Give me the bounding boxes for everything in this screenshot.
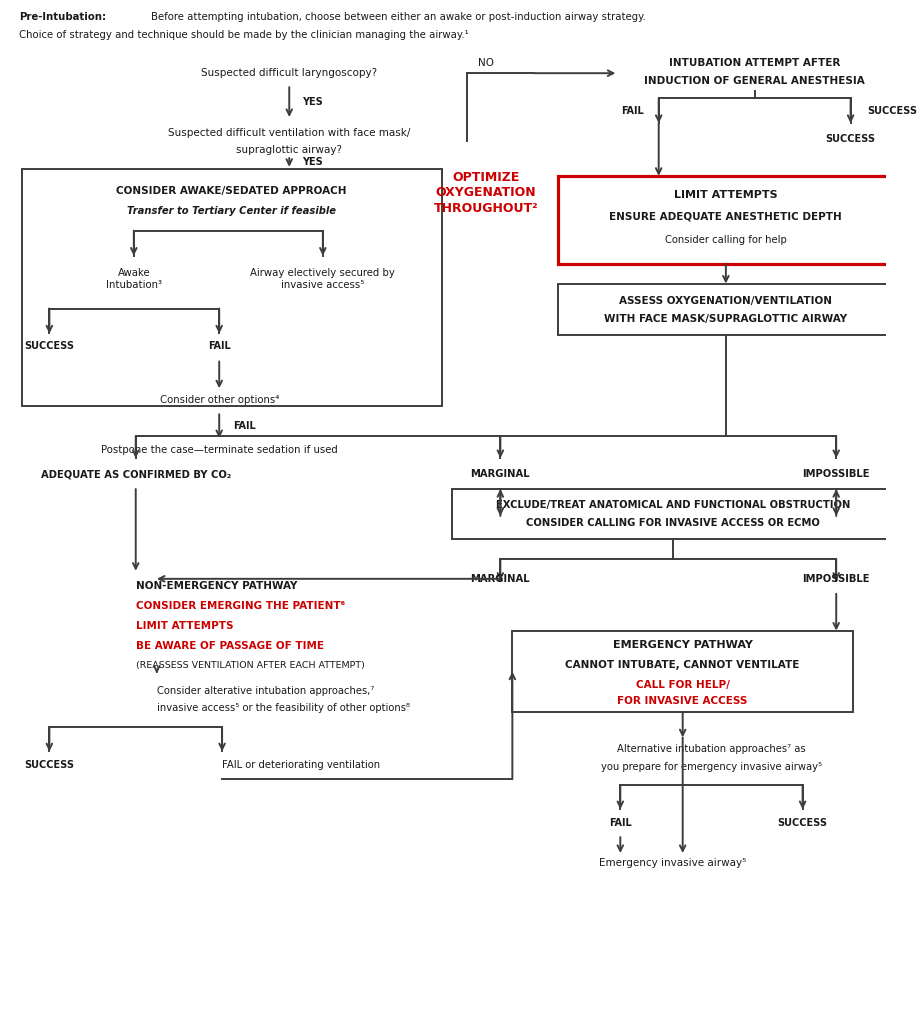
Text: SUCCESS: SUCCESS <box>24 760 75 770</box>
Text: NON-EMERGENCY PATHWAY: NON-EMERGENCY PATHWAY <box>136 581 297 591</box>
Bar <box>21 169 442 407</box>
Bar <box>558 284 893 336</box>
Text: ENSURE ADEQUATE ANESTHETIC DEPTH: ENSURE ADEQUATE ANESTHETIC DEPTH <box>609 212 842 222</box>
Text: Transfer to Tertiary Center if feasible: Transfer to Tertiary Center if feasible <box>127 206 337 216</box>
Text: YES: YES <box>301 157 323 167</box>
Text: FAIL or deteriorating ventilation: FAIL or deteriorating ventilation <box>222 760 380 770</box>
Text: Consider alterative intubation approaches,⁷: Consider alterative intubation approache… <box>157 685 374 695</box>
Text: ASSESS OXYGENATION/VENTILATION: ASSESS OXYGENATION/VENTILATION <box>620 296 833 305</box>
Text: Suspected difficult laryngoscopy?: Suspected difficult laryngoscopy? <box>201 69 377 78</box>
Text: INDUCTION OF GENERAL ANESTHESIA: INDUCTION OF GENERAL ANESTHESIA <box>644 76 865 86</box>
Text: Airway electively secured by
invasive access⁵: Airway electively secured by invasive ac… <box>251 267 396 290</box>
Text: LIMIT ATTEMPTS: LIMIT ATTEMPTS <box>136 621 233 631</box>
Text: IMPOSSIBLE: IMPOSSIBLE <box>802 469 870 479</box>
Text: OPTIMIZE
OXYGENATION
THROUGHOUT²: OPTIMIZE OXYGENATION THROUGHOUT² <box>433 171 538 215</box>
Text: MARGINAL: MARGINAL <box>470 573 530 584</box>
Text: Before attempting intubation, choose between either an awake or post-induction a: Before attempting intubation, choose bet… <box>151 12 646 23</box>
Text: IMPOSSIBLE: IMPOSSIBLE <box>802 573 870 584</box>
Text: Consider other options⁴: Consider other options⁴ <box>160 395 278 406</box>
Text: MARGINAL: MARGINAL <box>470 469 530 479</box>
Text: Postpone the case—terminate sedation if used: Postpone the case—terminate sedation if … <box>100 445 337 456</box>
Text: Awake
Intubation³: Awake Intubation³ <box>106 267 161 290</box>
Text: you prepare for emergency invasive airway⁵: you prepare for emergency invasive airwa… <box>601 762 822 772</box>
Text: FOR INVASIVE ACCESS: FOR INVASIVE ACCESS <box>618 696 748 707</box>
Text: YES: YES <box>301 97 323 108</box>
Text: FAIL: FAIL <box>621 106 644 116</box>
Text: NO: NO <box>478 58 494 69</box>
Text: supraglottic airway?: supraglottic airway? <box>236 145 342 155</box>
Text: WITH FACE MASK/SUPRAGLOTTIC AIRWAY: WITH FACE MASK/SUPRAGLOTTIC AIRWAY <box>604 313 847 324</box>
Text: SUCCESS: SUCCESS <box>867 106 916 116</box>
Text: FAIL: FAIL <box>609 818 632 828</box>
Text: LIMIT ATTEMPTS: LIMIT ATTEMPTS <box>674 189 777 200</box>
Bar <box>558 176 893 263</box>
Text: FAIL: FAIL <box>233 421 256 431</box>
Text: Choice of strategy and technique should be made by the clinician managing the ai: Choice of strategy and technique should … <box>18 31 468 40</box>
Text: EXCLUDE/TREAT ANATOMICAL AND FUNCTIONAL OBSTRUCTION: EXCLUDE/TREAT ANATOMICAL AND FUNCTIONAL … <box>496 500 850 510</box>
Text: SUCCESS: SUCCESS <box>825 134 876 144</box>
Text: SUCCESS: SUCCESS <box>777 818 828 828</box>
Text: CALL FOR HELP/: CALL FOR HELP/ <box>636 680 729 689</box>
Text: invasive access⁵ or the feasibility of other options⁸: invasive access⁵ or the feasibility of o… <box>157 703 410 714</box>
Text: FAIL: FAIL <box>207 341 230 351</box>
Text: ADEQUATE AS CONFIRMED BY CO₂: ADEQUATE AS CONFIRMED BY CO₂ <box>41 469 230 479</box>
Text: Alternative intubation approaches⁷ as: Alternative intubation approaches⁷ as <box>617 744 806 755</box>
Text: CONSIDER CALLING FOR INVASIVE ACCESS OR ECMO: CONSIDER CALLING FOR INVASIVE ACCESS OR … <box>526 518 820 528</box>
Text: SUCCESS: SUCCESS <box>24 341 75 351</box>
Bar <box>453 489 893 539</box>
Text: CONSIDER EMERGING THE PATIENT⁶: CONSIDER EMERGING THE PATIENT⁶ <box>136 601 345 610</box>
Text: Pre-Intubation:: Pre-Intubation: <box>18 12 106 23</box>
Text: Suspected difficult ventilation with face mask/: Suspected difficult ventilation with fac… <box>168 128 410 138</box>
Text: INTUBATION ATTEMPT AFTER: INTUBATION ATTEMPT AFTER <box>669 58 840 69</box>
Text: BE AWARE OF PASSAGE OF TIME: BE AWARE OF PASSAGE OF TIME <box>136 641 324 650</box>
Text: EMERGENCY PATHWAY: EMERGENCY PATHWAY <box>613 640 752 649</box>
Text: Emergency invasive airway⁵: Emergency invasive airway⁵ <box>599 858 747 868</box>
Text: CONSIDER AWAKE/SEDATED APPROACH: CONSIDER AWAKE/SEDATED APPROACH <box>116 186 347 196</box>
Text: CANNOT INTUBATE, CANNOT VENTILATE: CANNOT INTUBATE, CANNOT VENTILATE <box>565 659 800 670</box>
Bar <box>513 631 853 713</box>
Text: Consider calling for help: Consider calling for help <box>665 234 786 245</box>
Text: (REASSESS VENTILATION AFTER EACH ATTEMPT): (REASSESS VENTILATION AFTER EACH ATTEMPT… <box>136 660 364 670</box>
